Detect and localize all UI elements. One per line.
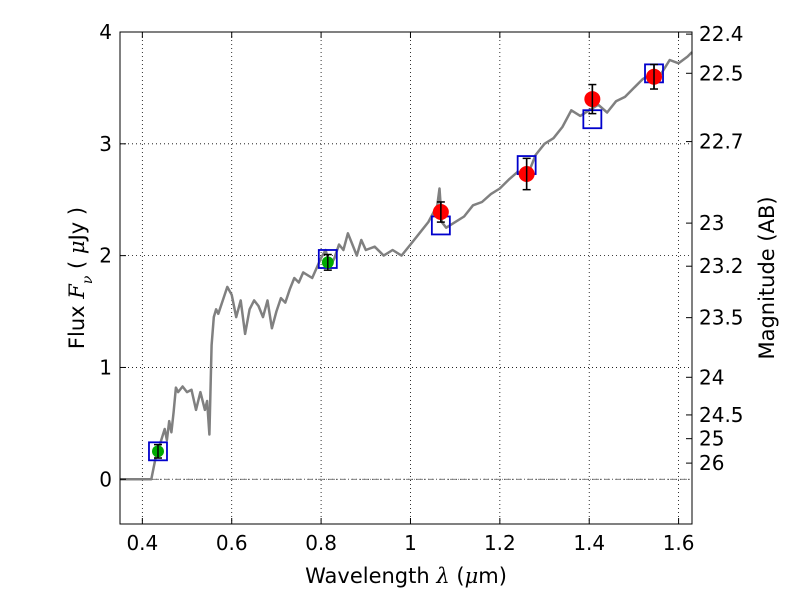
x-tick-label: 1.2 (484, 531, 516, 555)
model-photometry-square (148, 441, 168, 462)
mag-tick-label: 24 (699, 365, 724, 389)
detection-points (151, 63, 663, 459)
y-tick-label: 4 (99, 20, 112, 44)
mag-tick-label: 26 (699, 451, 724, 475)
x-tick-label: 0.8 (305, 531, 337, 555)
mag-tick-label: 23 (699, 211, 724, 235)
plot-frame (119, 31, 693, 525)
x-tick-label: 1.6 (663, 531, 695, 555)
mag-tick-label: 22.4 (699, 22, 744, 46)
y-tick-label: 0 (99, 467, 112, 491)
y-tick-label: 2 (99, 244, 112, 268)
mag-tick-label: 23.5 (699, 306, 744, 330)
x-tick-label: 0.4 (126, 531, 158, 555)
x-tick-label: 0.6 (216, 531, 248, 555)
right-axis-label: Magnitude (AB) (755, 196, 779, 359)
mag-tick-label: 22.5 (699, 61, 744, 85)
y-tick-label: 3 (99, 132, 112, 156)
x-tick-label: 1.4 (573, 531, 605, 555)
x-tick-label: 1 (404, 531, 417, 555)
y-axis-label: Flux Fν ( μJy ) (65, 207, 96, 349)
mag-tick-label: 22.7 (699, 130, 744, 154)
y-tick-label: 1 (99, 355, 112, 379)
x-axis-label: Wavelength λ (μm) (305, 564, 507, 588)
mag-tick-label: 25 (699, 427, 724, 451)
mag-tick-label: 24.5 (699, 403, 744, 427)
mag-tick-label: 23.2 (699, 254, 744, 278)
